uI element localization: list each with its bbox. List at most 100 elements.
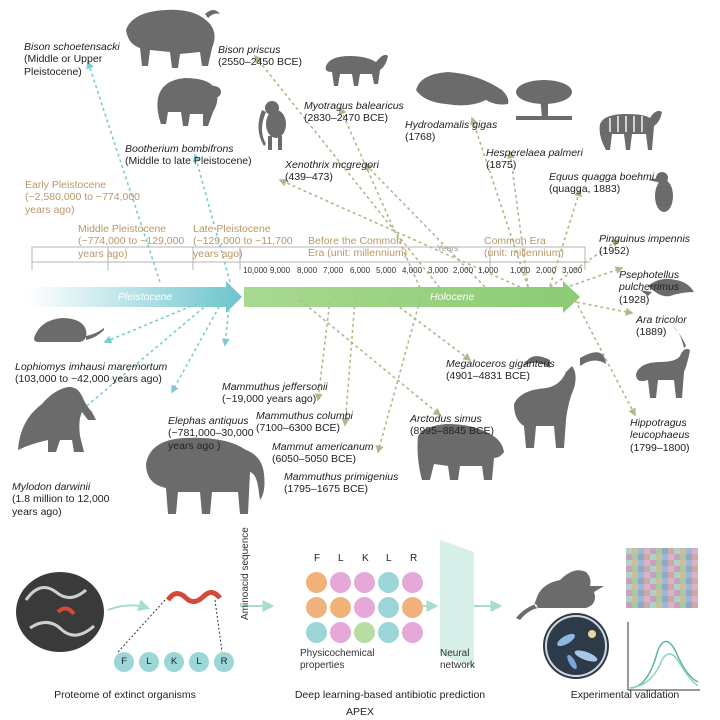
heatmap-cell <box>662 596 668 602</box>
feature-cell <box>354 572 375 593</box>
pleistocene-band <box>28 281 242 313</box>
label-lophiomys: Lophiomys imhausi maremortum (103,000 to … <box>15 360 168 386</box>
heatmap-cell <box>662 584 668 590</box>
sequence-residue: R <box>214 652 234 672</box>
grid-header-letter: L <box>338 553 344 564</box>
heatmap-cell <box>668 548 674 554</box>
heatmap-cell <box>656 560 662 566</box>
heatmap-cell <box>638 590 644 596</box>
label-mammut-americanum: Mammut americanum (6050–5050 BCE) <box>272 440 374 466</box>
petri-dish <box>543 613 609 679</box>
heatmap-cell <box>692 602 698 608</box>
heatmap-cell <box>668 584 674 590</box>
label-myotragus: Myotragus balearicus (2830–2470 BCE) <box>304 99 404 125</box>
feature-cell <box>306 572 327 593</box>
heatmap-cell <box>638 560 644 566</box>
bison-schoetensacki-silhouette <box>126 9 220 68</box>
label-megaloceros: Megaloceros giganteus (4901–4831 BCE) <box>446 357 555 383</box>
heatmap-cell <box>680 584 686 590</box>
heatmap-cell <box>674 578 680 584</box>
sequence-residue: L <box>139 652 159 672</box>
heatmap-cell <box>686 560 692 566</box>
label-hydrodamalis: Hydrodamalis gigas (1768) <box>405 118 498 144</box>
heatmap-cell <box>638 572 644 578</box>
heatmap-cell <box>674 572 680 578</box>
feature-cell <box>354 597 375 618</box>
feature-cell <box>330 572 351 593</box>
heatmap-cell <box>656 590 662 596</box>
caption-deep-learning: Deep learning-based antibiotic predictio… <box>294 689 486 701</box>
sequence-residue: L <box>189 652 209 672</box>
time-axis <box>31 246 590 270</box>
label-ara-tricolor: Ara tricolor (1889) <box>636 313 687 339</box>
axis-tick-label: 6,000 <box>350 266 371 275</box>
heatmap-cell <box>662 560 668 566</box>
neural-network-panel <box>440 540 474 668</box>
heatmap-cell <box>680 554 686 560</box>
holocene-band <box>244 281 580 313</box>
heatmap-cell <box>644 596 650 602</box>
heatmap-cell <box>692 554 698 560</box>
heatmap-cell <box>656 566 662 572</box>
heatmap-cell <box>644 572 650 578</box>
caption-experimental: Experimental validation <box>570 689 680 701</box>
xenothrix-silhouette <box>258 101 286 150</box>
heatmap-cell <box>674 548 680 554</box>
heatmap-cell <box>650 566 656 572</box>
label-mammuthus-columbi: Mammuthus columbi (7100–6300 BCE) <box>256 409 353 435</box>
period-middle-pleistocene: Middle Pleistocene (~774,000 to ~129,000 … <box>78 222 185 260</box>
aminoacid-sequence-label: Aminoacid sequence <box>240 527 251 620</box>
label-elephas-antiquus: Elephas antiquus (~781,000–30,000 years a… <box>168 414 254 452</box>
heatmap-cell <box>638 602 644 608</box>
label-hesperelaea: Hesperelaea palmeri (1875) <box>486 146 583 172</box>
heatmap-cell <box>656 578 662 584</box>
axis-tick-label: 10,000 <box>243 266 268 275</box>
heatmap-cell <box>650 572 656 578</box>
heatmap-cell <box>626 566 632 572</box>
heatmap-cell <box>644 584 650 590</box>
equus-quagga-silhouette <box>599 110 662 150</box>
axis-tick-label: 7,000 <box>323 266 344 275</box>
heatmap-cell <box>674 590 680 596</box>
axis-tick-label: 3,000 <box>562 266 583 275</box>
heatmap-cell <box>662 578 668 584</box>
label-mylodon: Mylodon darwinii (1.8 million to 12,000 y… <box>12 480 110 518</box>
heatmap-cell <box>632 590 638 596</box>
grid-header-letter: F <box>314 553 321 564</box>
years-label: Years <box>437 243 459 253</box>
heatmap-cell <box>638 584 644 590</box>
heatmap-cell <box>692 566 698 572</box>
pleistocene-label: Pleistocene <box>118 291 173 303</box>
heatmap-cell <box>644 578 650 584</box>
heatmap-cell <box>680 602 686 608</box>
label-bison-priscus: Bison priscus (2550–2450 BCE) <box>218 43 303 69</box>
heatmap-cell <box>680 578 686 584</box>
heatmap-cell <box>632 572 638 578</box>
heatmap-cell <box>650 590 656 596</box>
heatmap-cell <box>674 596 680 602</box>
heatmap-cell <box>656 572 662 578</box>
heatmap-cell <box>650 548 656 554</box>
heatmap-cell <box>674 602 680 608</box>
period-common-era: Common Era (unit: millennium) <box>484 234 564 260</box>
heatmap-cell <box>632 554 638 560</box>
heatmap-cell <box>650 578 656 584</box>
heatmap-cell <box>644 590 650 596</box>
heatmap-cell <box>650 584 656 590</box>
neural-network-label: Neural network <box>440 648 476 671</box>
feature-cell <box>402 597 423 618</box>
heatmap-cell <box>638 566 644 572</box>
heatmap-cell <box>680 566 686 572</box>
axis-tick-label: 5,000 <box>376 266 397 275</box>
sequence-residue: K <box>164 652 184 672</box>
heatmap-cell <box>644 554 650 560</box>
hesperelaea-silhouette <box>516 80 572 120</box>
heatmap-cell <box>686 590 692 596</box>
axis-tick-label: 2,000 <box>536 266 557 275</box>
heatmap-cell <box>692 584 698 590</box>
sequence-residue: F <box>114 652 134 672</box>
heatmap-cell <box>638 554 644 560</box>
heatmap-cell <box>662 566 668 572</box>
hippotragus-silhouette <box>636 326 690 398</box>
